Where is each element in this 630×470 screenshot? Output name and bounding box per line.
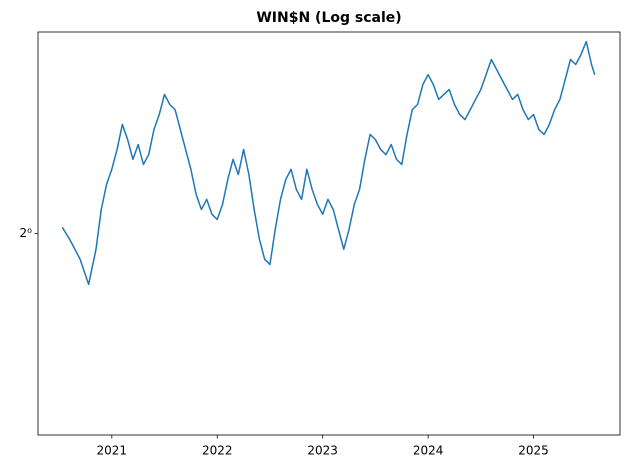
x-tick-label: 2024 <box>413 444 444 458</box>
data-line <box>61 40 596 286</box>
x-tick-label: 2021 <box>97 444 128 458</box>
plot-frame <box>37 31 621 436</box>
x-tick-label: 2023 <box>307 444 338 458</box>
x-tick-label: 2025 <box>518 444 549 458</box>
x-tick-label: 2022 <box>202 444 233 458</box>
chart-title: WIN$N (Log scale) <box>256 10 401 26</box>
y-tick-label: 2⁰ <box>20 226 33 240</box>
